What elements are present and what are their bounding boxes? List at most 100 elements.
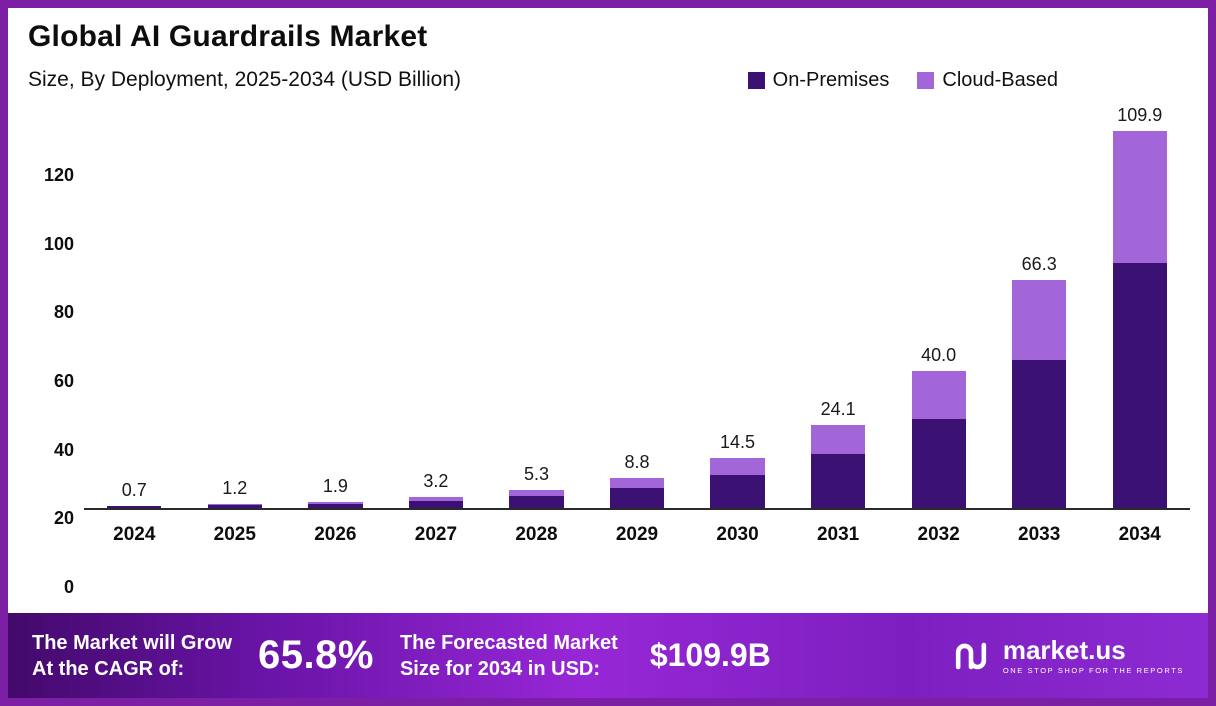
bar-stack-2034 bbox=[1112, 130, 1167, 508]
segment-cloud-based-2031 bbox=[810, 425, 866, 455]
segment-cloud-based-2024 bbox=[107, 505, 162, 507]
x-label-2029: 2029 bbox=[615, 524, 659, 545]
x-axis-labels: 2024 2025 2026 2027 2028 2029 2030 2031 2032 2033… bbox=[84, 510, 1190, 552]
bar-stack-2032 bbox=[911, 370, 966, 508]
bar-total-label-2028: 5.3 bbox=[523, 463, 549, 484]
segment-on-premises-2032 bbox=[911, 418, 966, 508]
x-label-2025: 2025 bbox=[213, 524, 256, 545]
x-label-2026: 2026 bbox=[314, 524, 357, 545]
bar-stack-2030 bbox=[710, 458, 765, 508]
forecast-value: $109.9B bbox=[649, 637, 771, 673]
logo-name: market.us bbox=[1002, 634, 1126, 665]
bar-stack-2028 bbox=[509, 489, 564, 508]
bar-stack-2025 bbox=[207, 503, 262, 508]
segment-on-premises-2027 bbox=[408, 500, 464, 508]
segment-cloud-based-2030 bbox=[710, 458, 765, 476]
chart-legend: On-Premises Cloud-Based bbox=[747, 69, 1058, 92]
x-label-2033: 2033 bbox=[1018, 524, 1061, 545]
legend-item-cloud-based: Cloud-Based bbox=[917, 69, 1058, 92]
segment-on-premises-2024 bbox=[107, 506, 162, 508]
bar-total-label-2027: 3.2 bbox=[423, 471, 449, 492]
x-label-2024: 2024 bbox=[113, 524, 156, 545]
bar-column-2026: 1.9 bbox=[285, 98, 386, 508]
bar-stack-2027 bbox=[408, 497, 464, 508]
footer-banner: The Market will Grow At the CAGR of: 65.… bbox=[8, 613, 1208, 698]
y-tick-60: 60 bbox=[53, 371, 74, 391]
segment-cloud-based-2028 bbox=[509, 489, 564, 496]
segment-on-premises-2030 bbox=[710, 475, 765, 508]
segment-cloud-based-2033 bbox=[1012, 280, 1067, 361]
bar-column-2030: 14.5 bbox=[687, 98, 788, 508]
x-label-2032: 2032 bbox=[917, 524, 960, 545]
chart-area: 0 20 40 60 80 100 120 0.7 1.2 1.9 3.2 5.3 8.8 14.5 24… bbox=[8, 92, 1208, 613]
segment-on-premises-2033 bbox=[1012, 360, 1067, 508]
segment-cloud-based-2032 bbox=[911, 370, 966, 419]
bar-column-2033: 66.3 bbox=[989, 98, 1090, 508]
legend-swatch-cloud-based bbox=[917, 72, 935, 89]
segment-cloud-based-2025 bbox=[207, 503, 262, 506]
bar-stack-2033 bbox=[1012, 280, 1067, 508]
segment-on-premises-2034 bbox=[1112, 262, 1167, 508]
chart-header: Global AI Guardrails Market Size, By Dep… bbox=[8, 8, 1208, 92]
page-title: Global AI Guardrails Market bbox=[28, 20, 428, 53]
bar-column-2025: 1.2 bbox=[185, 98, 286, 508]
bar-column-2024: 0.7 bbox=[84, 98, 185, 508]
y-tick-80: 80 bbox=[53, 302, 74, 323]
bar-stack-2031 bbox=[810, 425, 866, 508]
bar-total-label-2033: 66.3 bbox=[1021, 254, 1057, 275]
bar-stack-2029 bbox=[609, 477, 665, 508]
forecast-label-line2: Size for 2034 in USD: bbox=[399, 657, 601, 680]
segment-on-premises-2026 bbox=[308, 503, 363, 508]
segment-cloud-based-2027 bbox=[408, 497, 464, 501]
segment-cloud-based-2034 bbox=[1112, 130, 1167, 263]
bar-stack-2024 bbox=[107, 505, 162, 508]
bar-column-2032: 40.0 bbox=[888, 98, 989, 508]
bar-plot: 0.7 1.2 1.9 3.2 5.3 8.8 14.5 24.1 40.0 66.3 109.9 bbox=[84, 98, 1190, 510]
segment-on-premises-2028 bbox=[509, 495, 564, 508]
forecast-label: The Forecasted Market Size for 2034 in U… bbox=[400, 630, 618, 682]
segment-on-premises-2029 bbox=[609, 488, 665, 508]
logo-tagline: ONE STOP SHOP FOR THE REPORTS bbox=[1002, 665, 1184, 675]
cagr-label: The Market will Grow At the CAGR of: bbox=[32, 630, 232, 682]
legend-label-on-premises: On-Premises bbox=[772, 69, 890, 91]
bar-column-2031: 24.1 bbox=[788, 98, 889, 508]
y-tick-100: 100 bbox=[43, 233, 74, 254]
x-label-2031: 2031 bbox=[816, 524, 860, 545]
y-tick-0: 0 bbox=[63, 577, 74, 597]
x-label-2030: 2030 bbox=[716, 524, 759, 545]
bar-total-label-2026: 1.9 bbox=[322, 475, 348, 496]
bar-total-label-2032: 40.0 bbox=[921, 344, 957, 365]
segment-on-premises-2031 bbox=[810, 454, 866, 508]
bar-total-label-2030: 14.5 bbox=[720, 432, 756, 453]
cagr-label-line1: The Market will Grow bbox=[32, 631, 233, 654]
y-tick-40: 40 bbox=[53, 439, 74, 460]
legend-label-cloud-based: Cloud-Based bbox=[942, 69, 1058, 91]
segment-on-premises-2025 bbox=[207, 505, 262, 508]
bar-column-2027: 3.2 bbox=[386, 98, 487, 508]
bar-total-label-2034: 109.9 bbox=[1117, 104, 1163, 125]
y-tick-120: 120 bbox=[43, 165, 74, 185]
bar-column-2028: 5.3 bbox=[486, 98, 587, 508]
legend-item-on-premises: On-Premises bbox=[747, 69, 890, 92]
brand-logo: market.us ONE STOP SHOP FOR THE REPORTS bbox=[949, 634, 1184, 678]
y-axis: 0 20 40 60 80 100 120 bbox=[22, 98, 84, 613]
bar-stack-2026 bbox=[308, 501, 363, 508]
legend-swatch-on-premises bbox=[747, 72, 765, 89]
bar-total-label-2031: 24.1 bbox=[820, 399, 856, 420]
x-label-2027: 2027 bbox=[414, 524, 458, 545]
chart-subtitle: Size, By Deployment, 2025-2034 (USD Bill… bbox=[28, 68, 462, 91]
x-label-2028: 2028 bbox=[515, 524, 558, 545]
forecast-label-line1: The Forecasted Market bbox=[399, 631, 618, 654]
bar-column-2029: 8.8 bbox=[587, 98, 688, 508]
x-label-2034: 2034 bbox=[1118, 524, 1161, 545]
bar-total-label-2024: 0.7 bbox=[121, 479, 147, 500]
segment-cloud-based-2029 bbox=[609, 477, 665, 489]
bar-total-label-2029: 8.8 bbox=[624, 451, 650, 472]
bar-column-2034: 109.9 bbox=[1089, 98, 1190, 508]
bar-total-label-2025: 1.2 bbox=[222, 477, 248, 498]
cagr-label-line2: At the CAGR of: bbox=[32, 657, 185, 680]
y-tick-20: 20 bbox=[53, 508, 74, 529]
market-us-icon bbox=[955, 642, 986, 669]
cagr-value: 65.8% bbox=[258, 633, 374, 677]
